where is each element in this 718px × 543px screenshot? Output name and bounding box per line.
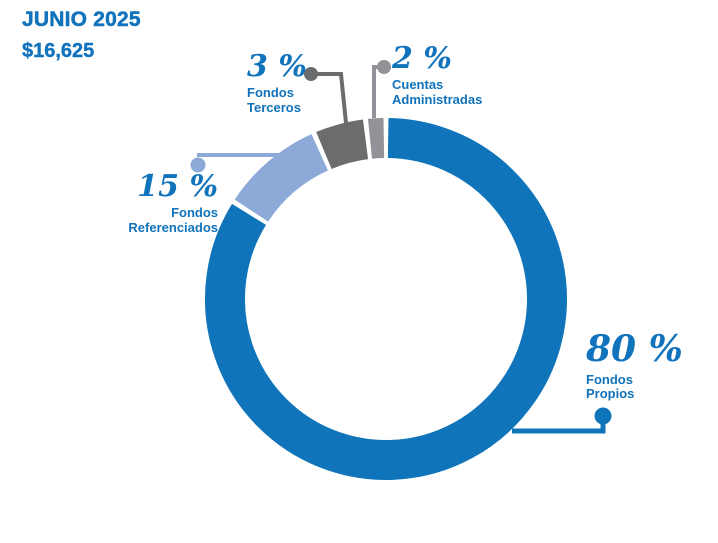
leader-dot-cuentas-administradas xyxy=(377,60,391,74)
pct-fondos-referenciados: 15 % xyxy=(137,169,218,204)
page-title: JUNIO 2025 xyxy=(22,8,141,32)
leader-fondos-referenciados xyxy=(190,153,280,173)
label-fondos-terceros: Fondos Terceros xyxy=(247,85,301,115)
callout-fondos-propios: 80 % Fondos Propios xyxy=(586,328,683,402)
donut-segment-fondos-propios xyxy=(205,118,567,480)
donut-segments xyxy=(205,118,567,480)
leader-cuentas-administradas xyxy=(372,60,391,118)
leader-fondos-propios xyxy=(512,407,612,434)
pct-cuentas-administradas: 2 % xyxy=(392,41,452,76)
leader-dot-fondos-propios xyxy=(594,407,612,425)
pct-fondos-propios: 80 % xyxy=(586,328,683,370)
total-value: $16,625 xyxy=(22,40,95,62)
report-header: JUNIO 2025 $16,625 xyxy=(22,8,141,63)
pct-fondos-terceros: 3 % xyxy=(247,49,307,84)
label-fondos-propios: Fondos Propios xyxy=(586,371,635,402)
label-cuentas-administradas: Cuentas Administradas xyxy=(392,77,483,107)
leader-line-fondos-propios xyxy=(512,417,606,434)
leader-dot-fondos-referenciados xyxy=(190,157,206,173)
callout-fondos-referenciados: 15 % Fondos Referenciados xyxy=(96,170,218,235)
leader-line-cuentas-administradas xyxy=(372,65,384,118)
callout-cuentas-administradas: 2 % Cuentas Administradas xyxy=(392,42,482,107)
label-fondos-referenciados: Fondos Referenciados xyxy=(128,205,218,235)
leader-fondos-terceros xyxy=(304,67,348,124)
donut-segment-fondos-terceros xyxy=(316,119,369,170)
leader-dot-fondos-terceros xyxy=(304,67,318,81)
donut-segment-cuentas-administradas xyxy=(367,118,385,159)
donut-segment-fondos-referenciados xyxy=(234,134,329,223)
callout-fondos-terceros: 3 % Fondos Terceros xyxy=(247,50,307,115)
leader-line-fondos-terceros xyxy=(311,72,348,124)
